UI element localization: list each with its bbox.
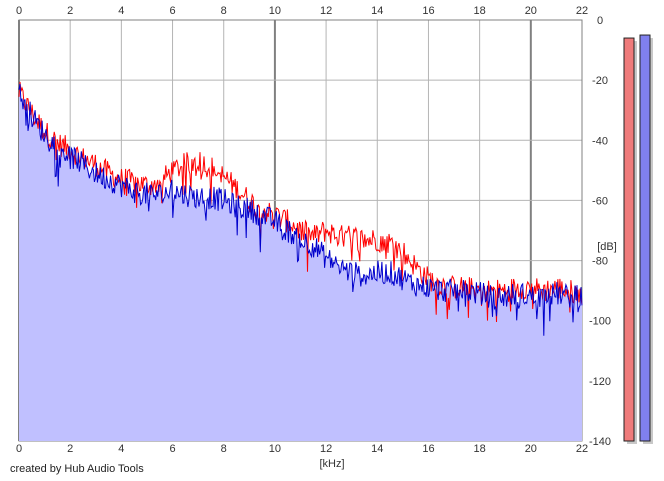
- series-line-blue: [18, 83, 583, 336]
- level-meter-right: [639, 34, 651, 442]
- x-tick-label-bottom: 12: [320, 443, 332, 455]
- y-tick-label: -60: [592, 195, 608, 207]
- spectrum-fill: [19, 83, 582, 442]
- y-tick-label: -40: [592, 135, 608, 147]
- x-tick-label-top: 12: [320, 5, 332, 17]
- x-tick-label-bottom: 20: [525, 443, 537, 455]
- level-meter-left: [623, 37, 635, 442]
- x-tick-label-top: 10: [269, 5, 281, 17]
- axis-ticks: 002244668810101212141416161818202022220-…: [16, 5, 611, 455]
- x-tick-label-top: 0: [16, 5, 22, 17]
- y-tick-label: -20: [592, 75, 608, 87]
- credit-text: created by Hub Audio Tools: [10, 463, 144, 475]
- x-tick-label-bottom: 2: [67, 443, 73, 455]
- x-tick-label-bottom: 16: [422, 443, 434, 455]
- x-tick-label-top: 20: [525, 5, 537, 17]
- y-tick-label: -120: [589, 376, 611, 388]
- y-axis-label: [dB]: [597, 241, 617, 253]
- y-tick-label: -80: [592, 256, 608, 268]
- x-tick-label-bottom: 6: [169, 443, 175, 455]
- x-tick-label-top: 16: [422, 5, 434, 17]
- x-tick-label-top: 14: [371, 5, 383, 17]
- x-tick-label-bottom: 10: [269, 443, 281, 455]
- x-tick-label-bottom: 8: [221, 443, 227, 455]
- x-tick-label-bottom: 22: [576, 443, 588, 455]
- x-tick-label-bottom: 4: [118, 443, 124, 455]
- x-tick-label-bottom: 14: [371, 443, 383, 455]
- level-meters: [623, 34, 653, 445]
- y-tick-label: -100: [589, 316, 611, 328]
- x-tick-label-top: 2: [67, 5, 73, 17]
- x-tick-label-top: 18: [474, 5, 486, 17]
- y-tick-label: 0: [597, 15, 603, 27]
- spectrum-area: [19, 83, 582, 442]
- x-tick-label-bottom: 18: [474, 443, 486, 455]
- x-tick-label-top: 8: [221, 5, 227, 17]
- series-lines: [18, 81, 583, 336]
- x-tick-label-top: 22: [576, 5, 588, 17]
- x-tick-label-top: 6: [169, 5, 175, 17]
- x-axis-label: [kHz]: [319, 458, 344, 470]
- x-tick-label-top: 4: [118, 5, 124, 17]
- x-tick-label-bottom: 0: [16, 443, 22, 455]
- y-tick-label: -140: [589, 436, 611, 448]
